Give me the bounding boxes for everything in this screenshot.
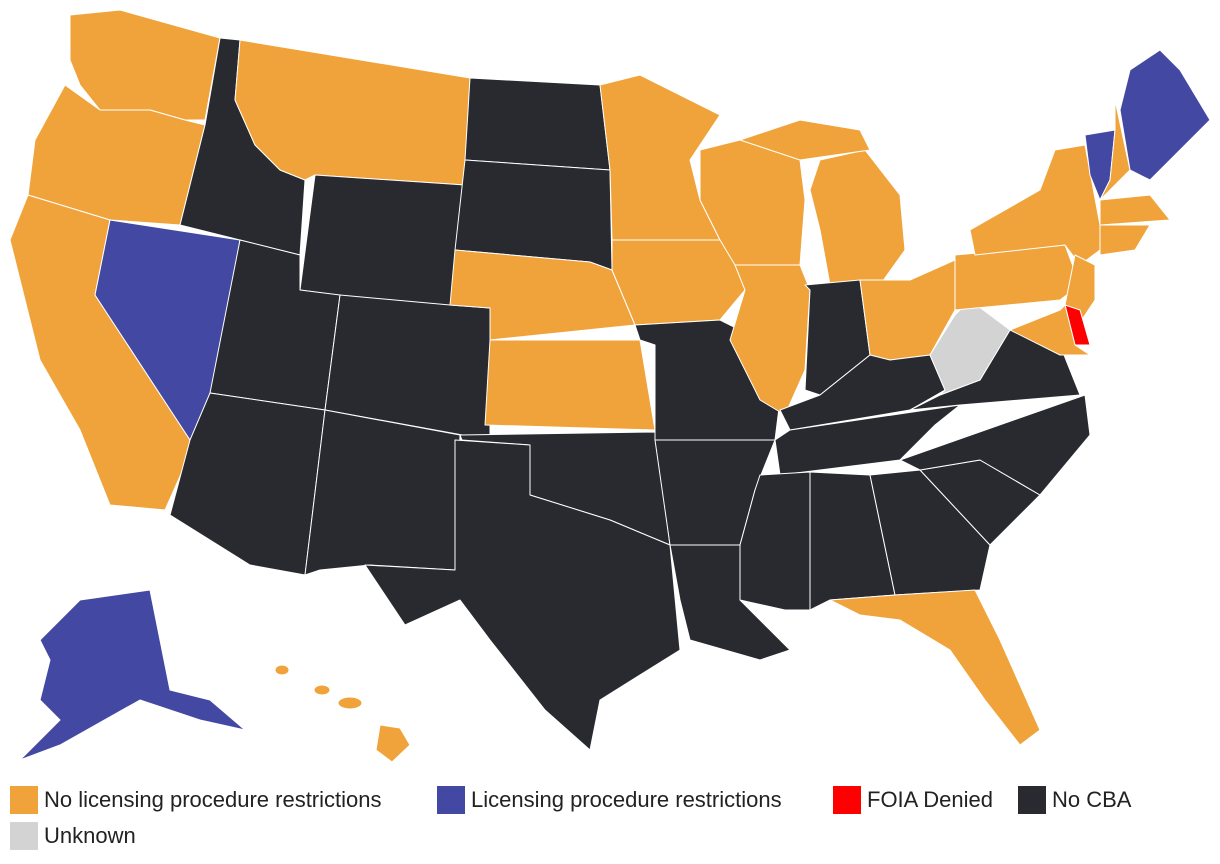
state bbox=[364, 439, 681, 751]
state bbox=[1099, 194, 1171, 226]
state bbox=[299, 174, 466, 311]
state bbox=[829, 589, 1041, 746]
legend-swatch bbox=[1018, 786, 1046, 814]
legend: No licensing procedure restrictions Licen… bbox=[10, 786, 1132, 850]
state bbox=[899, 394, 1091, 496]
state bbox=[484, 339, 656, 431]
state bbox=[19, 589, 246, 761]
state bbox=[304, 409, 461, 576]
state bbox=[274, 664, 290, 676]
legend-swatch bbox=[437, 786, 465, 814]
state bbox=[929, 299, 1011, 396]
state bbox=[739, 119, 871, 161]
legend-swatch bbox=[10, 822, 38, 850]
state bbox=[1099, 224, 1151, 256]
state bbox=[869, 469, 991, 596]
legend-label: No licensing procedure restrictions bbox=[44, 787, 382, 812]
state bbox=[611, 239, 746, 326]
state bbox=[969, 144, 1101, 266]
legend-swatch bbox=[833, 786, 861, 814]
states bbox=[9, 9, 1211, 763]
legend-label: No CBA bbox=[1052, 787, 1132, 812]
state bbox=[313, 684, 331, 696]
legend-label: Licensing procedure restrictions bbox=[471, 787, 782, 812]
legend-label: Unknown bbox=[44, 823, 136, 848]
state bbox=[1099, 99, 1131, 201]
legend-swatch bbox=[10, 786, 38, 814]
state bbox=[954, 244, 1081, 311]
state bbox=[1119, 49, 1211, 181]
state bbox=[337, 696, 363, 710]
state bbox=[1009, 304, 1091, 356]
state bbox=[375, 724, 411, 763]
legend-label: FOIA Denied bbox=[867, 787, 993, 812]
state bbox=[809, 149, 906, 286]
state bbox=[464, 77, 611, 171]
state bbox=[69, 9, 221, 121]
state bbox=[449, 249, 636, 341]
